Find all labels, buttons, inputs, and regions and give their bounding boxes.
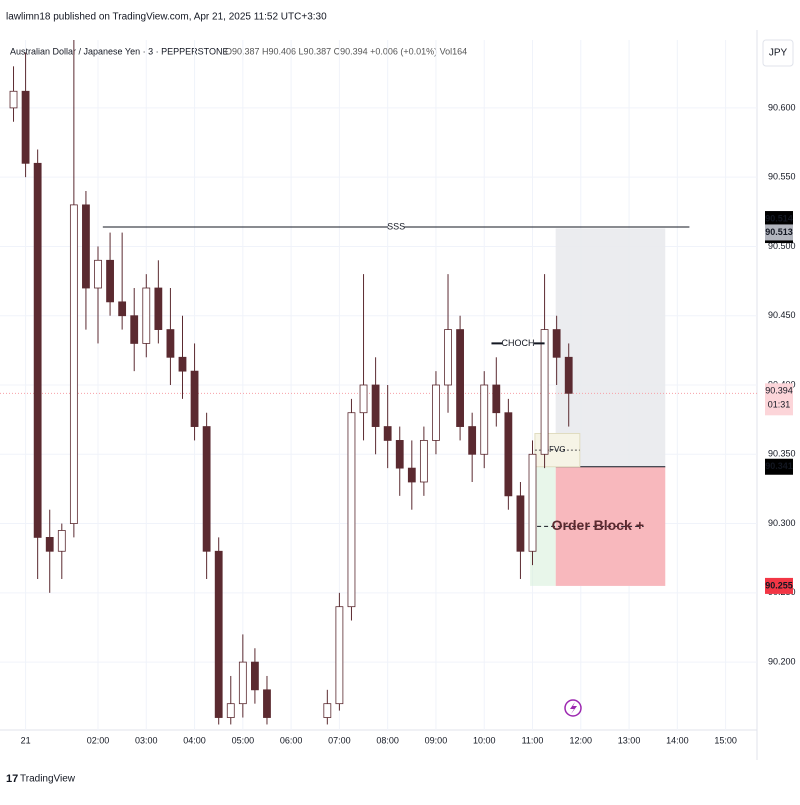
x-tick-label: 07:00 bbox=[328, 735, 351, 745]
candle-body bbox=[395, 440, 404, 469]
y-tick-label: 90.550 bbox=[768, 172, 796, 182]
countdown: 01:31 bbox=[768, 400, 791, 410]
x-tick-label: 03:00 bbox=[135, 735, 158, 745]
candle-body bbox=[444, 329, 452, 386]
last-price-label: 90.394 bbox=[765, 386, 793, 396]
x-tick-label: 04:00 bbox=[183, 735, 206, 745]
choch-label: CHOCH bbox=[502, 338, 535, 348]
sss-label: SSS bbox=[387, 221, 405, 231]
candle-body bbox=[106, 259, 114, 303]
x-tick-label: 09:00 bbox=[425, 735, 448, 745]
candle-body bbox=[540, 329, 549, 455]
candle-body bbox=[130, 315, 139, 344]
candle-body bbox=[263, 689, 271, 718]
y-tick-label: 90.600 bbox=[768, 102, 796, 112]
fvg-label: FVG bbox=[549, 445, 565, 454]
candle-body bbox=[166, 329, 175, 358]
candle-body bbox=[178, 356, 187, 372]
ohlc: O90.387 H90.406 L90.387 C90.394 +0.006 (… bbox=[225, 46, 467, 56]
candle-body bbox=[371, 384, 380, 427]
sss-label-bg bbox=[388, 221, 405, 234]
candle-body bbox=[456, 329, 464, 427]
y-tick-label: 90.300 bbox=[768, 518, 796, 528]
candle-body bbox=[492, 384, 501, 414]
candle-body bbox=[118, 301, 127, 317]
candle-body bbox=[552, 329, 561, 358]
candle-body bbox=[251, 661, 259, 691]
x-tick-label: 14:00 bbox=[666, 735, 689, 745]
x-tick-label: 15:00 bbox=[714, 735, 737, 745]
x-tick-label: 08:00 bbox=[376, 735, 399, 745]
candle-body bbox=[516, 495, 525, 552]
price-badge-label: 90.255 bbox=[765, 580, 793, 590]
currency-box[interactable] bbox=[762, 39, 794, 67]
x-tick-label: 06:00 bbox=[280, 735, 303, 745]
price-badge bbox=[765, 577, 793, 594]
logo-mark: 17 bbox=[6, 773, 18, 785]
candle-body bbox=[528, 453, 537, 552]
candle-body bbox=[9, 90, 18, 109]
candle-body bbox=[432, 384, 440, 441]
candle-body bbox=[323, 703, 332, 718]
candle-body bbox=[214, 550, 223, 718]
candle-body bbox=[94, 259, 102, 289]
candle-body bbox=[359, 384, 368, 414]
y-tick-label: 90.350 bbox=[768, 449, 796, 459]
price-badge-label: 90.514 bbox=[765, 213, 793, 223]
candle-body bbox=[202, 426, 211, 552]
price-badge-label: 90.341 bbox=[765, 461, 793, 471]
candle-body bbox=[57, 530, 66, 552]
footer: TradingView bbox=[20, 774, 76, 785]
candle-body bbox=[407, 467, 416, 483]
y-tick-label: 90.200 bbox=[768, 656, 796, 666]
price-badge bbox=[765, 224, 793, 241]
publisher: lawlimn18 published on TradingView.com, … bbox=[6, 12, 327, 23]
candle-body bbox=[468, 426, 477, 455]
y-tick-label: 90.500 bbox=[768, 241, 796, 251]
candle-body bbox=[504, 412, 513, 497]
candle-body bbox=[45, 537, 54, 552]
last-price-badge bbox=[765, 383, 793, 416]
target-zone bbox=[555, 228, 666, 467]
candle-body bbox=[154, 287, 163, 330]
candle-body bbox=[419, 440, 428, 483]
candle-body bbox=[82, 204, 90, 289]
candle-body bbox=[33, 162, 42, 538]
candle-body bbox=[226, 703, 235, 718]
x-tick-label: 11:00 bbox=[522, 735, 544, 745]
price-badge-label: 90.513 bbox=[765, 227, 793, 237]
x-tick-label: 10:00 bbox=[473, 735, 496, 745]
plot: Order Block + FVG SSS CHOCH bbox=[0, 40, 757, 730]
x-tick-label: 05:00 bbox=[232, 735, 255, 745]
candle-body bbox=[238, 661, 247, 705]
currency: JPY bbox=[769, 48, 788, 59]
price-badge bbox=[765, 211, 793, 228]
candle-body bbox=[69, 204, 78, 524]
candle-body bbox=[564, 356, 573, 394]
symbol: Australian Dollar / Japanese Yen · 3 · P… bbox=[10, 46, 228, 56]
event-icon-bolt bbox=[570, 702, 577, 714]
candle-body bbox=[383, 426, 392, 441]
candle-body bbox=[190, 370, 199, 427]
x-tick-label: 12:00 bbox=[570, 735, 593, 745]
x-tick-label: 13:00 bbox=[618, 735, 641, 745]
price-badge bbox=[765, 458, 793, 475]
order-block-label: Order Block + bbox=[552, 517, 644, 533]
candle-body bbox=[347, 412, 356, 608]
candle-body bbox=[142, 287, 151, 344]
x-tick-label: 02:00 bbox=[87, 735, 110, 745]
candle-body bbox=[480, 384, 489, 455]
choch-label-bg bbox=[502, 337, 535, 350]
y-tick-label: 90.450 bbox=[768, 310, 796, 320]
candle-body bbox=[335, 606, 344, 705]
candle-body bbox=[21, 90, 30, 164]
x-tick-label: 21 bbox=[21, 735, 31, 745]
